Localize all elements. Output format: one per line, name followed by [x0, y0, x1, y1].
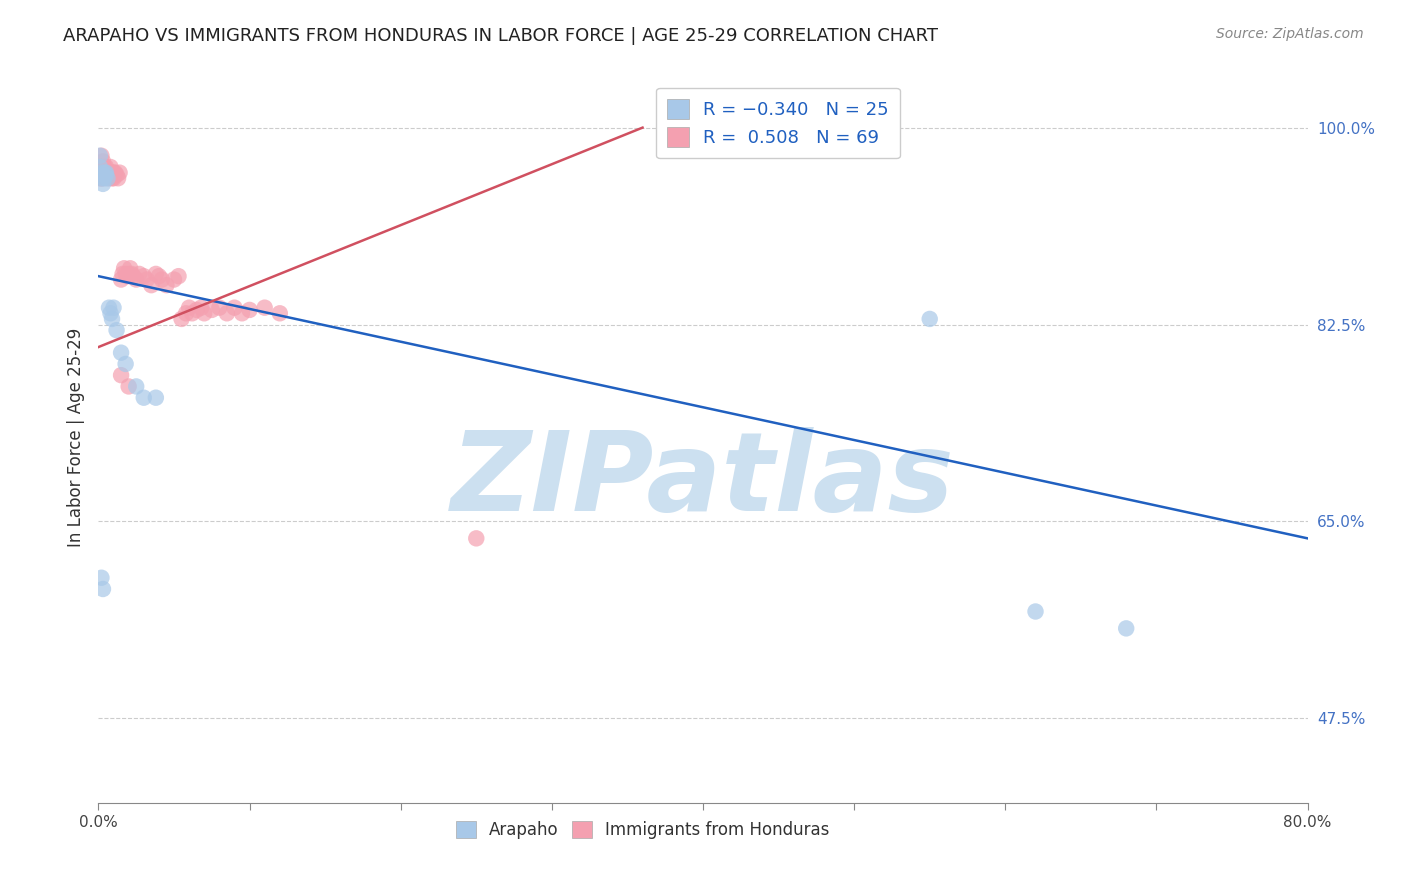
Point — [163, 272, 186, 286]
Point — [103, 171, 125, 186]
Point — [148, 269, 170, 284]
Point — [121, 267, 143, 281]
Point — [91, 160, 114, 174]
Point — [94, 166, 117, 180]
Point — [90, 571, 112, 585]
Point — [201, 302, 224, 317]
Point — [115, 269, 138, 284]
Point — [224, 301, 246, 315]
Point — [89, 149, 111, 163]
Point — [125, 379, 148, 393]
Point — [110, 272, 132, 286]
Point — [110, 368, 132, 383]
Point — [118, 379, 141, 393]
Point — [94, 160, 117, 174]
Point — [110, 345, 132, 359]
Point — [90, 149, 112, 163]
Point — [145, 267, 167, 281]
Point — [93, 166, 115, 180]
Point — [231, 306, 253, 320]
Point — [253, 301, 276, 315]
Point — [91, 166, 114, 180]
Point — [89, 171, 111, 186]
Point — [93, 171, 115, 186]
Y-axis label: In Labor Force | Age 25-29: In Labor Force | Age 25-29 — [66, 327, 84, 547]
Point — [89, 160, 111, 174]
Point — [103, 301, 125, 315]
Point — [98, 166, 121, 180]
Point — [90, 166, 112, 180]
Point — [91, 177, 114, 191]
Text: ARAPAHO VS IMMIGRANTS FROM HONDURAS IN LABOR FORCE | AGE 25-29 CORRELATION CHART: ARAPAHO VS IMMIGRANTS FROM HONDURAS IN L… — [63, 27, 938, 45]
Point — [91, 171, 114, 186]
Point — [93, 166, 115, 180]
Point — [96, 166, 118, 180]
Point — [174, 306, 197, 320]
Point — [186, 302, 208, 317]
Point — [89, 166, 111, 180]
Legend: Arapaho, Immigrants from Honduras: Arapaho, Immigrants from Honduras — [449, 814, 837, 846]
Point — [90, 166, 112, 180]
Point — [94, 168, 117, 182]
Point — [118, 267, 141, 281]
Point — [105, 168, 128, 182]
Point — [170, 312, 193, 326]
Point — [122, 269, 145, 284]
Point — [90, 168, 112, 182]
Point — [89, 160, 111, 174]
Point — [94, 166, 117, 180]
Point — [100, 306, 122, 320]
Point — [111, 267, 134, 281]
Point — [101, 166, 124, 180]
Point — [135, 272, 157, 286]
Point — [918, 312, 941, 326]
Point — [132, 269, 155, 284]
Point — [114, 357, 136, 371]
Point — [141, 278, 163, 293]
Point — [179, 301, 201, 315]
Point — [90, 171, 112, 186]
Point — [269, 306, 291, 320]
Point — [239, 302, 262, 317]
Point — [105, 323, 128, 337]
Point — [94, 168, 117, 182]
Point — [193, 306, 215, 320]
Point — [96, 168, 118, 182]
Point — [208, 301, 231, 315]
Point — [114, 267, 136, 281]
Point — [155, 278, 177, 293]
Point — [100, 168, 122, 182]
Point — [190, 301, 212, 315]
Point — [125, 272, 148, 286]
Point — [128, 267, 150, 281]
Point — [1115, 621, 1137, 635]
Point — [91, 154, 114, 169]
Point — [101, 171, 124, 186]
Point — [150, 272, 173, 286]
Point — [108, 166, 131, 180]
Point — [107, 171, 129, 186]
Point — [100, 160, 122, 174]
Point — [101, 312, 124, 326]
Point — [90, 171, 112, 186]
Point — [167, 269, 190, 284]
Point — [104, 166, 127, 180]
Point — [1024, 605, 1046, 619]
Point — [132, 391, 155, 405]
Point — [112, 261, 135, 276]
Point — [215, 306, 238, 320]
Point — [120, 261, 142, 276]
Point — [98, 301, 121, 315]
Point — [145, 391, 167, 405]
Point — [103, 166, 125, 180]
Point — [96, 171, 118, 186]
Text: Source: ZipAtlas.com: Source: ZipAtlas.com — [1216, 27, 1364, 41]
Point — [98, 171, 121, 186]
Point — [93, 168, 115, 182]
Text: ZIPatlas: ZIPatlas — [451, 427, 955, 534]
Point — [181, 306, 204, 320]
Point — [465, 532, 488, 546]
Point — [93, 160, 115, 174]
Point — [91, 582, 114, 596]
